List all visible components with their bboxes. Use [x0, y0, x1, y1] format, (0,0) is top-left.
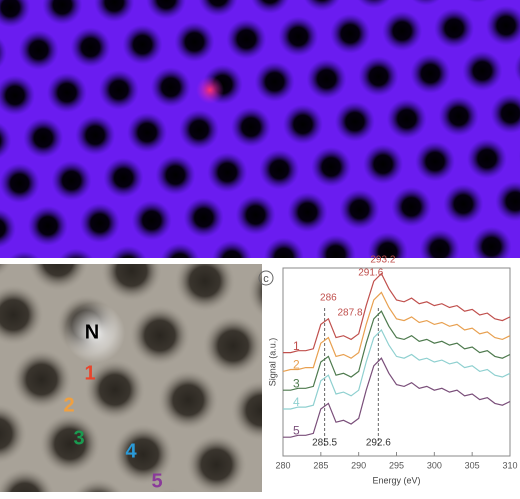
- spectrum-line: [283, 328, 511, 410]
- series-label: 3: [293, 376, 300, 390]
- edge-label: 292.6: [366, 438, 391, 449]
- atom-label: 3: [73, 427, 84, 449]
- x-tick-label: 285: [313, 460, 328, 470]
- spectrum-line: [283, 357, 511, 438]
- y-axis-label: Signal (a.u.): [267, 338, 277, 387]
- x-tick-label: 295: [389, 460, 404, 470]
- x-tick-label: 305: [465, 460, 480, 470]
- atom-label: 4: [125, 440, 137, 462]
- peak-label: 293.2: [370, 255, 395, 266]
- peak-label: 287.8: [338, 308, 363, 319]
- x-tick-label: 310: [502, 460, 517, 470]
- spectrum-chart: 280 285 290 295 300 305 310 Energy (eV) Signal (…: [258, 255, 518, 485]
- spectrum-line: [283, 272, 511, 354]
- series-label: 1: [293, 339, 300, 353]
- series-label: 4: [293, 395, 300, 409]
- stem-image-a: [0, 0, 520, 258]
- x-tick-label: 280: [275, 460, 290, 470]
- edge-label: 285.5: [312, 438, 337, 449]
- spectrum-line: [283, 310, 511, 391]
- panel-label: c: [263, 273, 269, 285]
- series-label: 5: [293, 423, 300, 437]
- spectrum-line: [282, 291, 511, 372]
- peak-label: 291.6: [358, 268, 383, 279]
- atom-label: N: [85, 321, 99, 343]
- plot-frame: [282, 267, 511, 457]
- image-b-labels: N 12 3 45: [63, 321, 162, 492]
- series-label: 2: [293, 358, 300, 372]
- x-tick-label: 290: [351, 460, 366, 470]
- peak-label: 286: [320, 293, 337, 304]
- atom-label: 2: [63, 394, 74, 416]
- panel-label-ring: [258, 270, 274, 286]
- atom-label: 5: [151, 470, 162, 492]
- x-axis-label: Energy (eV): [372, 475, 420, 485]
- x-tick-label: 300: [427, 460, 442, 470]
- atom-label: 1: [84, 362, 95, 384]
- stem-image-b: [0, 264, 262, 492]
